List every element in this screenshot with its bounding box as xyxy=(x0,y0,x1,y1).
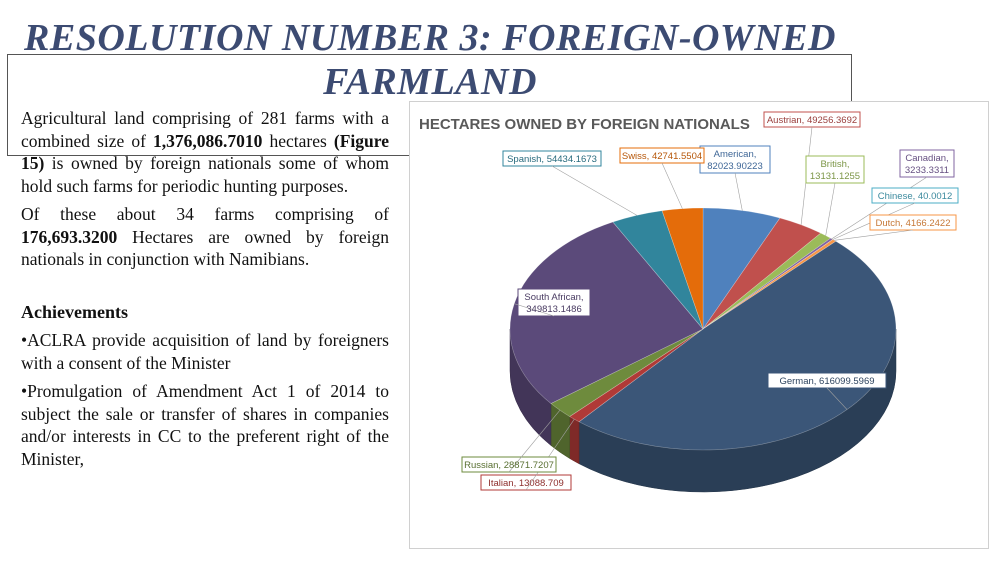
data-label: German, 616099.5969 xyxy=(779,376,874,387)
data-label-value: 3233.3311 xyxy=(905,165,949,176)
pie-slice xyxy=(702,217,822,330)
leader-line xyxy=(525,418,575,491)
p2-text-2: Hectares are owned by foreign nationals … xyxy=(21,226,389,270)
data-label-name: South African, xyxy=(524,292,583,303)
pie-slice xyxy=(569,328,704,423)
leader-line xyxy=(831,176,928,240)
body-text: Agricultural land comprising of 281 farm… xyxy=(21,107,389,476)
pie-chart-frame: HECTARES OWNED BY FOREIGN NATIONALS Amer… xyxy=(409,101,989,549)
leader-line xyxy=(825,182,836,236)
p1-text-2: hectares xyxy=(262,130,334,151)
data-label: Russian, 28871.7207 xyxy=(464,460,554,471)
p1-text-1: Agricultural land comprising of 281 farm… xyxy=(21,108,389,151)
paragraph-farms: Agricultural land comprising of 281 farm… xyxy=(21,107,389,197)
data-label-name: British, xyxy=(820,159,849,170)
leader-line xyxy=(661,162,683,209)
p1-total-hectares: 1,376,086.7010 xyxy=(153,130,263,151)
data-label-name: American, xyxy=(714,149,757,160)
data-label: Dutch, 4166.2422 xyxy=(875,218,950,229)
bullet-item: •ACLRA provide acquisition of land by fo… xyxy=(21,330,389,373)
data-label: Swiss, 42741.5504 xyxy=(622,151,702,162)
pie-slice xyxy=(612,210,704,330)
p1-figure-ref: (Figure 15) xyxy=(21,130,389,174)
slide-title: RESOLUTION NUMBER 3: FOREIGN-OWNED FARML… xyxy=(24,17,836,103)
data-label-name: Canadian, xyxy=(905,153,948,164)
spacer xyxy=(21,277,389,301)
leader-line xyxy=(826,387,848,410)
pie-top xyxy=(509,207,897,451)
achievements-heading: Achievements xyxy=(21,301,128,322)
leader-line xyxy=(834,229,914,241)
data-label: Italian, 13088.709 xyxy=(488,478,564,489)
p2-joint-hectares: 176,693.3200 xyxy=(21,226,118,247)
leader-line xyxy=(514,303,555,317)
p1-text-3: is owned by foreign nationals some of wh… xyxy=(21,153,389,196)
leader-line xyxy=(551,165,638,216)
paragraph-joint: Of these about 34 farms comprising of 17… xyxy=(21,203,389,271)
pie-sides xyxy=(509,328,897,493)
data-labels: American,82023.90223 Austrian, 49256.3692… xyxy=(461,111,959,491)
data-label-box xyxy=(899,149,955,178)
data-label-box xyxy=(699,145,771,174)
leader-line xyxy=(508,410,561,473)
pie-chart: HECTARES OWNED BY FOREIGN NATIONALS Amer… xyxy=(419,111,959,493)
data-label: Austrian, 49256.3692 xyxy=(767,115,857,126)
data-label: Chinese, 40.0012 xyxy=(878,191,952,202)
data-label: Spanish, 54434.1673 xyxy=(507,154,597,165)
chart-title: HECTARES OWNED BY FOREIGN NATIONALS xyxy=(419,116,750,133)
data-label-value: 82023.90223 xyxy=(707,161,762,172)
pie-slice xyxy=(702,207,781,330)
bullet-item: •Promulgation of Amendment Act 1 of 2014… xyxy=(21,381,389,469)
p2-text-1: Of these about 34 farms comprising of xyxy=(21,204,389,224)
data-label-value: 349813.1486 xyxy=(526,304,581,315)
leader-line xyxy=(734,172,743,211)
data-label-box xyxy=(517,288,591,317)
pie-slice xyxy=(550,328,704,417)
data-label-value: 13131.1255 xyxy=(810,171,860,182)
